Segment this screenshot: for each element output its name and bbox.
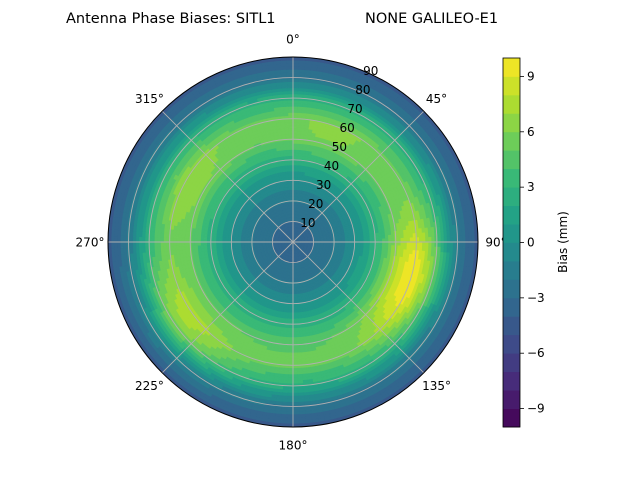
contour-cell <box>295 315 299 320</box>
contour-cell <box>369 236 374 240</box>
contour-cell <box>295 318 299 323</box>
contour-cell <box>286 158 291 163</box>
contour-cell <box>360 236 365 240</box>
contour-cell <box>375 241 380 246</box>
contour-cell <box>375 238 380 243</box>
chart-title-right: NONE GALILEO-E1 <box>365 11 498 27</box>
contour-cell <box>287 164 291 169</box>
contour-cell <box>287 161 291 166</box>
contour-cell <box>375 235 380 240</box>
contour-cell <box>295 324 300 329</box>
chart-title-left: Antenna Phase Biases: SITL1 <box>66 11 276 27</box>
contour-cell <box>295 309 299 314</box>
contour-cell <box>215 244 220 248</box>
contour-cell <box>292 155 297 160</box>
contour-cell <box>221 244 226 248</box>
contour-cell <box>295 312 299 317</box>
contour-cell <box>372 235 377 240</box>
contour-cell <box>218 244 223 248</box>
contour-cell <box>209 244 214 249</box>
contour-cell <box>206 238 211 243</box>
bias-contour-field <box>108 57 478 427</box>
contour-cell <box>292 324 297 329</box>
contour-cell <box>206 244 211 249</box>
contour-cell <box>206 241 211 246</box>
contour-cell <box>295 321 300 326</box>
contour-cell <box>366 236 371 240</box>
contour-cell <box>289 324 294 329</box>
contour-cell <box>363 236 368 240</box>
contour-cell <box>287 167 291 172</box>
contour-cell <box>287 170 291 175</box>
contour-cell <box>212 244 217 248</box>
